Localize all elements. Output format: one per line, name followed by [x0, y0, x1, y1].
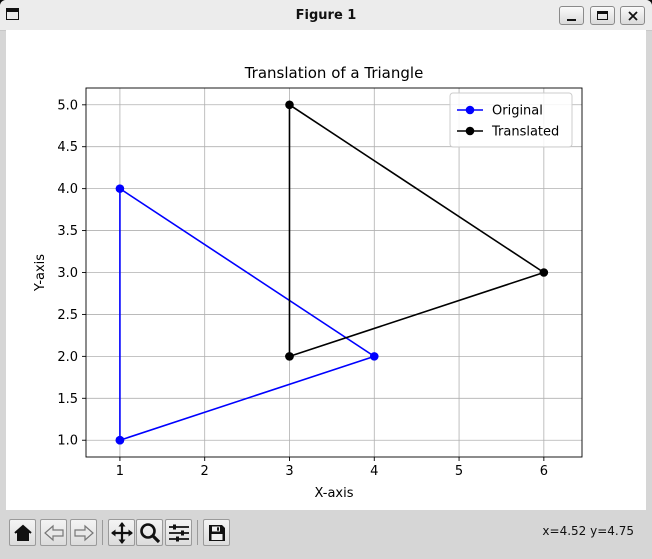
cursor-coordinates: x=4.52 y=4.75 — [542, 524, 634, 538]
data-point — [285, 352, 294, 361]
window-icon[interactable] — [6, 8, 19, 20]
y-tick-label: 5.0 — [57, 98, 78, 113]
save-button[interactable] — [203, 519, 230, 546]
x-tick-label: 5 — [455, 464, 463, 479]
pan-icon — [110, 521, 133, 544]
minimize-button[interactable] — [559, 6, 584, 25]
x-axis-label: X-axis — [315, 486, 354, 501]
x-tick-label: 3 — [285, 464, 293, 479]
title-bar[interactable]: Figure 1 — [0, 0, 652, 31]
toolbar-separator — [102, 520, 103, 545]
data-point — [369, 352, 379, 361]
series-line-translated — [288, 103, 546, 358]
x-tick-label: 4 — [370, 464, 378, 479]
legend-label: Translated — [491, 125, 559, 140]
y-tick-label: 3.0 — [57, 266, 78, 281]
back-icon — [43, 524, 64, 541]
configure-subplots-icon — [168, 524, 189, 541]
forward-icon — [73, 524, 94, 541]
save-icon — [208, 524, 225, 541]
zoom-icon — [139, 522, 160, 543]
x-tick-label: 1 — [116, 464, 124, 479]
line-chart: 1 2 3 4 5 6 1.0 1.5 2.0 2.5 3.0 3.5 4.0 4.5 5.0 Transla… — [33, 64, 583, 501]
forward-button[interactable] — [70, 519, 97, 546]
y-tick-label: 1.5 — [57, 392, 78, 407]
data-point — [539, 268, 549, 277]
window-title: Figure 1 — [295, 8, 357, 23]
chart-title: Translation of a Triangle — [244, 64, 424, 82]
figure-canvas[interactable]: 1 2 3 4 5 6 1.0 1.5 2.0 2.5 3.0 3.5 4.0 4.5 5.0 Transla… — [6, 30, 646, 510]
y-axis-label: Y-axis — [33, 254, 48, 292]
x-tick-label: 6 — [540, 464, 548, 479]
legend-marker — [465, 126, 475, 136]
maximize-button[interactable] — [590, 6, 615, 25]
data-point — [285, 100, 294, 110]
y-tick-label: 4.5 — [57, 140, 78, 155]
legend-marker — [465, 105, 475, 115]
minimize-icon — [567, 18, 576, 21]
legend-box — [449, 92, 573, 148]
data-point — [115, 435, 125, 445]
maximize-icon — [597, 11, 608, 20]
y-tick-label: 3.5 — [57, 224, 78, 239]
y-tick-label: 2.5 — [57, 308, 78, 323]
home-button[interactable] — [9, 519, 36, 546]
close-button[interactable] — [620, 6, 645, 25]
data-point — [115, 184, 125, 193]
series-line-original — [119, 187, 377, 441]
close-icon — [627, 10, 638, 21]
x-tick-label: 2 — [201, 464, 209, 479]
home-icon — [13, 524, 32, 541]
legend-label: Original — [492, 104, 543, 119]
y-tick-label: 2.0 — [57, 350, 78, 365]
y-tick-label: 4.0 — [57, 182, 78, 197]
zoom-button[interactable] — [136, 519, 163, 546]
configure-subplots-button[interactable] — [165, 519, 192, 546]
navigation-toolbar: x=4.52 y=4.75 — [0, 510, 652, 559]
toolbar-separator — [197, 520, 198, 545]
pan-button[interactable] — [108, 519, 135, 546]
y-tick-label: 1.0 — [57, 434, 78, 449]
back-button[interactable] — [40, 519, 67, 546]
